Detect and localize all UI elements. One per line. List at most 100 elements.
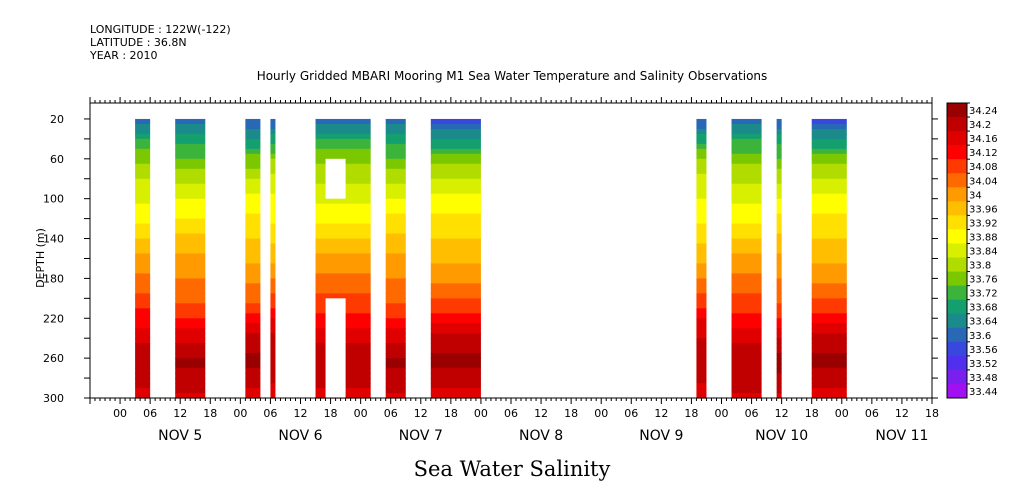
- salinity-cell: [731, 293, 762, 299]
- salinity-cell: [135, 378, 151, 384]
- salinity-cell: [731, 388, 762, 394]
- salinity-cell: [696, 278, 707, 284]
- colorbar-swatch: [947, 299, 967, 315]
- salinity-cell: [135, 258, 151, 265]
- salinity-cell: [245, 338, 261, 344]
- x-tick-label: 06: [865, 407, 879, 420]
- salinity-cell: [175, 343, 206, 349]
- salinity-cell: [696, 338, 707, 344]
- salinity-cell: [776, 388, 782, 394]
- salinity-cell: [135, 268, 151, 275]
- salinity-cell: [776, 333, 782, 339]
- salinity-cell: [135, 263, 151, 270]
- salinity-cell: [731, 248, 762, 255]
- salinity-cell: [135, 223, 151, 230]
- salinity-cell: [776, 138, 782, 145]
- salinity-cell: [245, 253, 261, 260]
- salinity-cell: [245, 278, 261, 284]
- salinity-cell: [811, 333, 847, 339]
- salinity-cell: [696, 283, 707, 289]
- salinity-cell: [245, 158, 261, 165]
- data-column: [430, 118, 481, 399]
- salinity-cell: [385, 178, 406, 185]
- salinity-cell: [696, 143, 707, 150]
- salinity-cell: [245, 188, 261, 195]
- salinity-cell: [385, 243, 406, 250]
- salinity-cell: [811, 243, 847, 250]
- salinity-cell: [811, 128, 847, 135]
- salinity-cell: [731, 328, 762, 334]
- salinity-cell: [385, 373, 406, 379]
- salinity-cell: [430, 233, 481, 240]
- salinity-cell: [430, 148, 481, 155]
- salinity-cell: [175, 183, 206, 190]
- salinity-cell: [385, 138, 406, 145]
- salinity-cell: [811, 318, 847, 324]
- salinity-cell: [430, 273, 481, 280]
- salinity-cell: [175, 123, 206, 130]
- salinity-cell: [385, 263, 406, 270]
- salinity-cell: [696, 233, 707, 240]
- salinity-cell: [245, 128, 261, 135]
- salinity-cell: [270, 333, 276, 339]
- salinity-cell: [430, 183, 481, 190]
- salinity-cell: [811, 268, 847, 275]
- salinity-cell: [776, 243, 782, 250]
- salinity-cell: [696, 138, 707, 145]
- salinity-cell: [430, 123, 481, 130]
- salinity-cell: [811, 218, 847, 225]
- salinity-cell: [811, 323, 847, 329]
- salinity-cell: [696, 198, 707, 205]
- salinity-cell: [270, 328, 276, 334]
- salinity-cell: [270, 368, 276, 374]
- salinity-cell: [175, 378, 206, 384]
- salinity-cell: [135, 383, 151, 389]
- salinity-cell: [175, 173, 206, 180]
- salinity-cell: [696, 328, 707, 334]
- salinity-cell: [385, 283, 406, 289]
- salinity-cell: [811, 223, 847, 230]
- salinity-cell: [696, 368, 707, 374]
- colorbar-label: 33.48: [969, 373, 998, 384]
- salinity-cell: [270, 273, 276, 280]
- salinity-cell: [811, 383, 847, 389]
- salinity-cell: [270, 383, 276, 389]
- salinity-cell: [731, 303, 762, 309]
- salinity-cell: [430, 218, 481, 225]
- salinity-cell: [811, 248, 847, 255]
- salinity-cell: [270, 158, 276, 165]
- salinity-cell: [696, 213, 707, 220]
- salinity-cell: [270, 298, 276, 304]
- salinity-cell: [135, 288, 151, 294]
- x-tick-label: 00: [715, 407, 729, 420]
- colorbar-swatch: [947, 313, 967, 329]
- y-tick-label: 260: [43, 352, 64, 365]
- salinity-cell: [315, 203, 371, 210]
- salinity-cell: [430, 298, 481, 304]
- colorbar-label: 33.44: [969, 387, 998, 398]
- salinity-cell: [731, 333, 762, 339]
- salinity-cell: [731, 253, 762, 260]
- x-tick-label: 06: [143, 407, 157, 420]
- salinity-cell: [135, 348, 151, 354]
- salinity-cell: [315, 218, 371, 225]
- salinity-cell: [811, 213, 847, 220]
- salinity-cell: [270, 318, 276, 324]
- salinity-cell: [776, 323, 782, 329]
- salinity-cell: [315, 143, 371, 150]
- salinity-cell: [270, 373, 276, 379]
- salinity-cell: [245, 118, 261, 125]
- colorbar-label: 34.24: [969, 106, 998, 117]
- salinity-cell: [175, 268, 206, 275]
- salinity-cell: [731, 233, 762, 240]
- salinity-cell: [135, 193, 151, 200]
- salinity-cell: [696, 203, 707, 210]
- salinity-cell: [245, 328, 261, 334]
- salinity-cell: [270, 228, 276, 235]
- salinity-cell: [731, 128, 762, 135]
- salinity-cell: [175, 333, 206, 339]
- salinity-cell: [245, 133, 261, 140]
- salinity-cell: [270, 153, 276, 160]
- salinity-cell: [731, 368, 762, 374]
- salinity-cell: [696, 263, 707, 270]
